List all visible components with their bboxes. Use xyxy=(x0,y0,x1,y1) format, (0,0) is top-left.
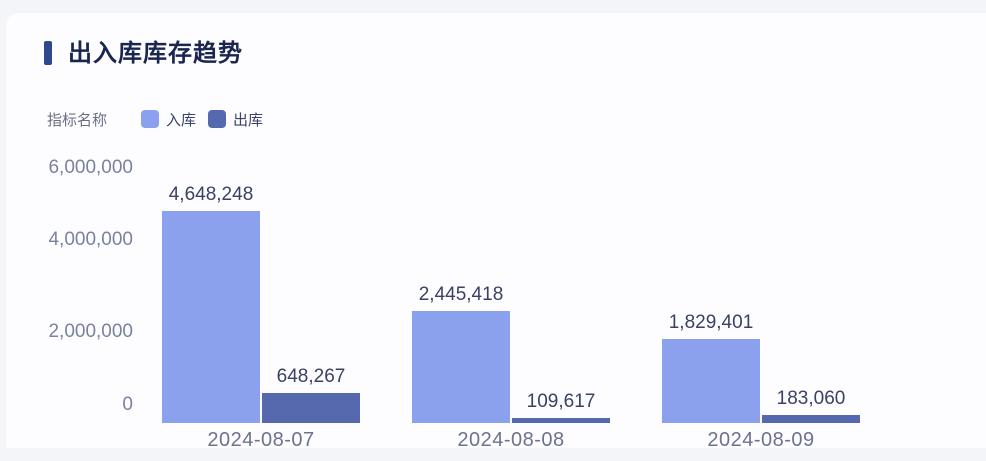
y-axis: 6,000,000 4,000,000 2,000,000 0 xyxy=(6,13,133,461)
legend-item-inbound[interactable]: 入库 xyxy=(141,109,196,130)
bar-outbound[interactable] xyxy=(262,393,360,423)
bar-col-outbound: 648,267 xyxy=(262,366,360,423)
bar-col-inbound: 4,648,248 xyxy=(162,184,260,423)
bar-col-inbound: 2,445,418 xyxy=(412,284,510,423)
bar-chart: 4,648,248 648,267 2,445,418 109,617 1,829,40… xyxy=(136,149,886,423)
bar-value-label: 1,829,401 xyxy=(668,312,754,333)
y-axis-label: 0 xyxy=(122,394,133,415)
bar-outbound[interactable] xyxy=(512,418,610,423)
bar-group: 2,445,418 109,617 xyxy=(386,149,636,423)
bar-col-inbound: 1,829,401 xyxy=(662,312,760,423)
outbound-swatch-icon xyxy=(208,110,227,128)
y-axis-label: 2,000,000 xyxy=(48,321,133,342)
x-axis-label: 2024-08-09 xyxy=(707,429,815,451)
bar-value-label: 183,060 xyxy=(776,388,846,409)
title-accent-bar xyxy=(44,41,52,65)
inbound-swatch-icon xyxy=(141,110,160,128)
y-axis-label: 4,000,000 xyxy=(48,229,133,250)
bar-col-outbound: 109,617 xyxy=(512,391,610,423)
bar-value-label: 2,445,418 xyxy=(418,284,504,305)
legend: 指标名称 入库 出库 xyxy=(47,108,275,130)
legend-label-inbound: 入库 xyxy=(166,111,197,129)
x-axis: 2024-08-07 2024-08-08 2024-08-09 xyxy=(136,429,886,452)
x-axis-label: 2024-08-07 xyxy=(207,429,315,451)
bar-col-outbound: 183,060 xyxy=(762,388,860,423)
bar-value-label: 648,267 xyxy=(276,366,346,387)
y-axis-label: 6,000,000 xyxy=(48,157,133,178)
bar-group: 1,829,401 183,060 xyxy=(636,149,886,423)
legend-item-outbound[interactable]: 出库 xyxy=(208,109,263,130)
page: 出入库库存趋势 指标名称 入库 出库 6,000,000 4,000,000 2,00… xyxy=(6,13,986,451)
bar-inbound[interactable] xyxy=(412,311,510,423)
bar-value-label: 4,648,248 xyxy=(168,184,254,205)
page-title: 出入库库存趋势 xyxy=(68,40,243,67)
x-axis-label: 2024-08-08 xyxy=(457,429,565,451)
bar-outbound[interactable] xyxy=(762,415,860,423)
bar-group: 4,648,248 648,267 xyxy=(136,149,386,423)
bar-inbound[interactable] xyxy=(662,339,760,423)
legend-caption: 指标名称 xyxy=(47,111,108,129)
bar-value-label: 109,617 xyxy=(526,391,596,412)
chart-card: 出入库库存趋势 指标名称 入库 出库 6,000,000 4,000,000 2,00… xyxy=(6,13,986,451)
bar-inbound[interactable] xyxy=(162,211,260,423)
legend-label-outbound: 出库 xyxy=(233,111,264,129)
